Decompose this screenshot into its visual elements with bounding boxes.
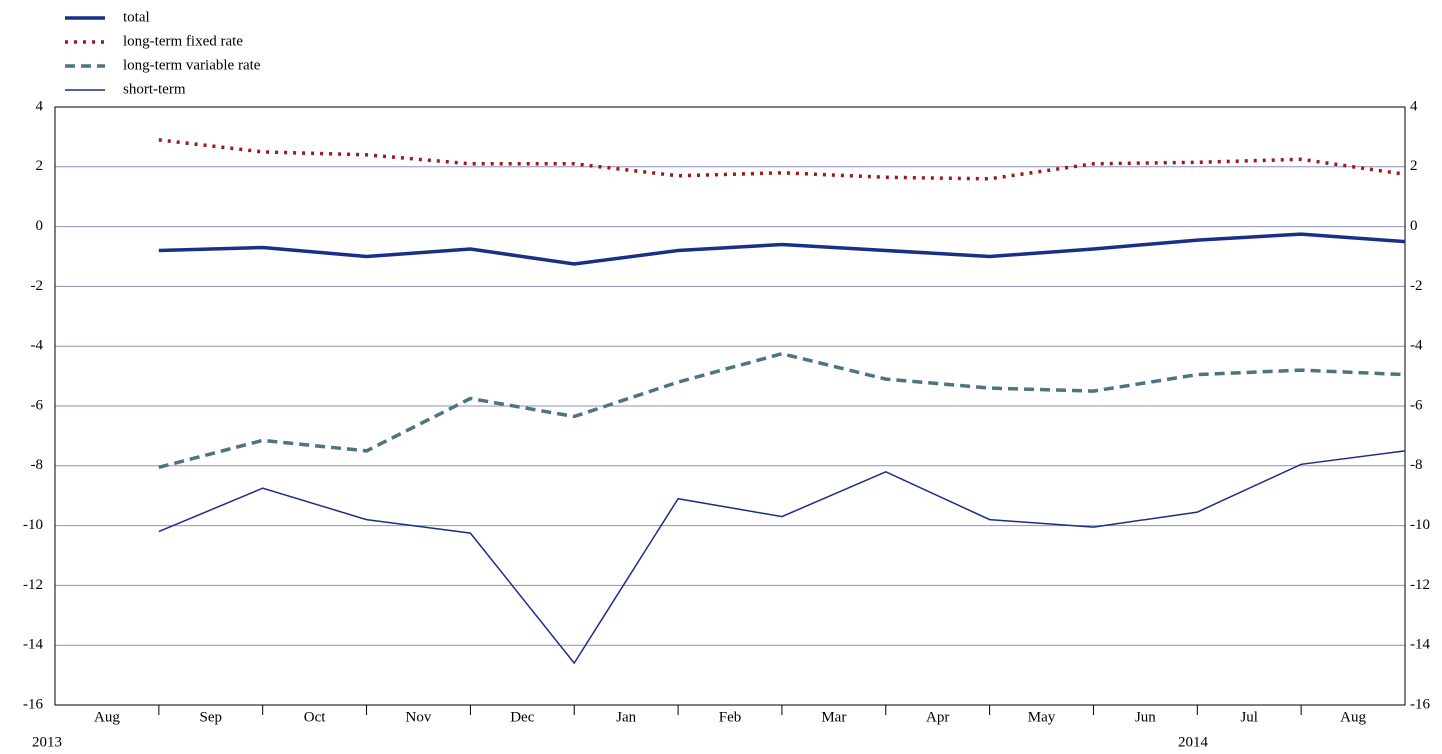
x-tick-label: Aug: [1340, 709, 1366, 725]
y-tick-label: 4: [36, 98, 44, 114]
legend-label: long-term variable rate: [123, 57, 261, 73]
x-tick-label: Jul: [1240, 709, 1258, 725]
plot-frame: [54, 106, 1406, 706]
x-tick-label: Jan: [616, 709, 636, 725]
y-tick-label: -10: [23, 517, 43, 533]
y2-tick-label: -10: [1410, 517, 1430, 533]
series-line: [158, 450, 1406, 665]
y2-tick-label: -4: [1410, 338, 1423, 354]
legend-label: total: [123, 9, 150, 25]
x-tick-label: Aug: [94, 709, 120, 725]
year-label: 2013: [32, 734, 62, 749]
legend-label: long-term fixed rate: [123, 33, 243, 49]
x-tick-label: Dec: [510, 709, 534, 725]
x-tick-label: Mar: [821, 709, 846, 725]
y-tick-label: -12: [23, 577, 43, 593]
y-tick-label: -4: [31, 338, 44, 354]
y-tick-label: -16: [23, 696, 43, 712]
y2-tick-label: -16: [1410, 696, 1430, 712]
x-tick-label: Jun: [1135, 709, 1156, 725]
y-tick-label: -8: [31, 457, 44, 473]
x-tick-label: May: [1028, 709, 1056, 725]
series-line: [158, 351, 1406, 469]
y2-tick-label: 2: [1410, 158, 1418, 174]
y2-tick-label: 0: [1410, 218, 1418, 234]
series-line: [158, 232, 1406, 266]
y-tick-label: 0: [36, 218, 44, 234]
y2-tick-label: -14: [1410, 637, 1430, 653]
x-tick-label: Sep: [200, 709, 223, 725]
y2-tick-label: -12: [1410, 577, 1430, 593]
y-tick-label: -14: [23, 637, 43, 653]
y-tick-label: 2: [36, 158, 44, 174]
legend-label: short-term: [123, 81, 186, 97]
year-label: 2014: [1178, 734, 1209, 749]
y2-tick-label: -2: [1410, 278, 1423, 294]
x-tick-label: Oct: [304, 709, 326, 725]
series-line: [158, 138, 1406, 181]
x-tick-label: Apr: [926, 709, 949, 725]
y2-tick-label: -8: [1410, 457, 1423, 473]
x-tick-label: Feb: [719, 709, 742, 725]
y2-tick-label: 4: [1410, 98, 1418, 114]
y-tick-label: -6: [31, 397, 44, 413]
y-tick-label: -2: [31, 278, 44, 294]
y2-tick-label: -6: [1410, 397, 1423, 413]
x-tick-label: Nov: [406, 709, 432, 725]
